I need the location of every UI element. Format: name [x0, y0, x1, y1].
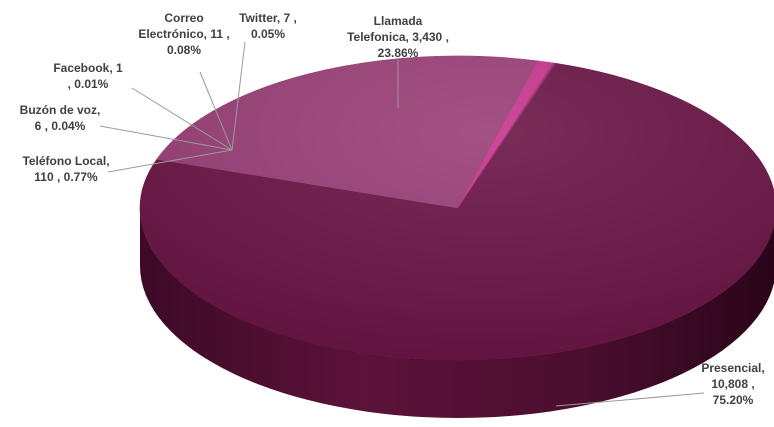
pie-top-highlight	[140, 56, 774, 360]
data-label-line: 10,808 ,	[711, 377, 754, 391]
data-label-line: Twitter, 7 ,	[239, 11, 297, 25]
data-label-line: 23.86%	[378, 46, 419, 60]
data-label-line: 75.20%	[713, 393, 754, 407]
pie-side-wall-shape	[140, 208, 774, 418]
pie-slices	[139, 55, 774, 361]
data-label-line: Electrónico, 11 ,	[138, 27, 229, 41]
data-label-tel-fono-local: Teléfono Local, 110 , 0.77%	[22, 154, 109, 184]
pie-side-wall	[140, 208, 774, 418]
data-label-line: Correo	[164, 11, 203, 25]
data-label-line: Llamada	[374, 14, 423, 28]
data-label-line: 0.05%	[251, 27, 285, 41]
data-label-line: 0.08%	[167, 43, 201, 57]
leader-lines	[99, 41, 705, 407]
data-labels: Presencial, 10,808 , 75.20% Llamada Telefoni…	[20, 11, 765, 407]
data-label-llamada-telefonica: Llamada Telefonica, 3,430 , 23.86%	[347, 14, 449, 60]
leader-line	[555, 392, 705, 407]
leader-line	[199, 71, 233, 151]
leader-line	[131, 87, 233, 151]
data-label-line: Telefonica, 3,430 ,	[347, 30, 449, 44]
data-label-presencial: Presencial, 10,808 , 75.20%	[701, 361, 764, 407]
data-label-line: 6 , 0.04%	[35, 119, 86, 133]
data-label-buz-n-de-voz: Buzón de voz, 6 , 0.04%	[20, 103, 101, 133]
data-label-twitter: Twitter, 7 , 0.05%	[239, 11, 297, 41]
data-label-line: 110 , 0.77%	[34, 170, 98, 184]
data-label-correo-electr-nico: Correo Electrónico, 11 , 0.08%	[138, 11, 229, 57]
leader-line	[107, 149, 233, 173]
data-label-line: Presencial,	[701, 361, 764, 375]
leader-line	[231, 41, 246, 151]
data-label-line: , 0.01%	[68, 77, 109, 91]
data-label-line: Teléfono Local,	[22, 154, 109, 168]
data-label-line: Buzón de voz,	[20, 103, 101, 117]
data-label-line: Facebook, 1	[53, 61, 123, 75]
data-label-facebook: Facebook, 1 , 0.01%	[53, 61, 123, 91]
leader-line	[99, 125, 233, 151]
